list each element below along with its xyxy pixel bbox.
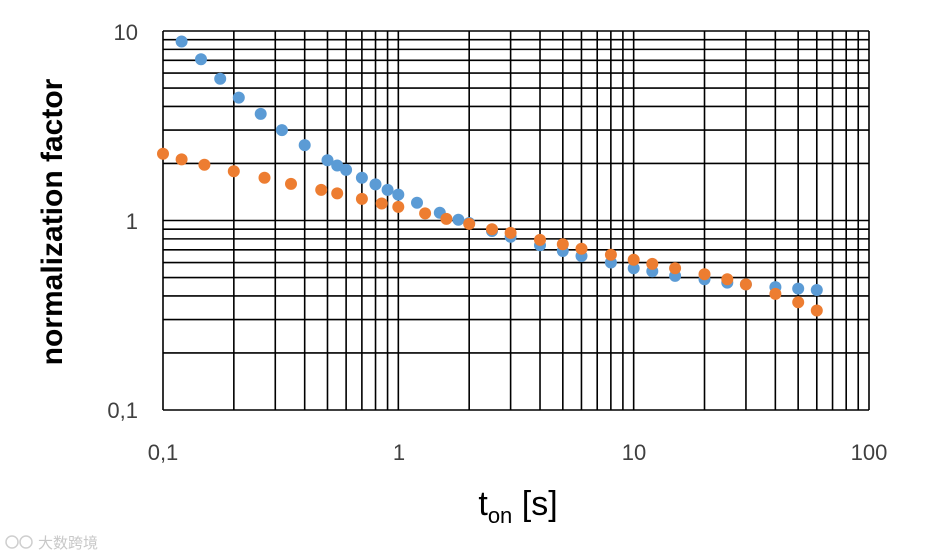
data-point-series-2 [769, 287, 782, 300]
data-point-series-2 [392, 200, 405, 213]
data-point-series-2 [698, 268, 711, 281]
x-axis-title-unit: [s] [512, 485, 557, 523]
data-point-series-1 [214, 72, 227, 85]
x-axis-title-sub: on [488, 503, 512, 528]
grid [162, 30, 870, 411]
data-point-series-2 [646, 257, 659, 270]
data-point-series-2 [440, 212, 453, 225]
data-point-series-2 [669, 262, 682, 275]
data-point-series-2 [534, 233, 546, 246]
data-point-series-2 [792, 296, 805, 309]
series-layer [157, 35, 823, 317]
data-point-series-2 [721, 273, 734, 286]
data-point-series-2 [739, 278, 752, 291]
data-point-series-2 [504, 226, 517, 239]
data-point-series-2 [175, 153, 188, 166]
data-point-series-2 [157, 147, 169, 160]
data-point-series-2 [258, 171, 271, 184]
data-point-series-2 [486, 223, 498, 236]
data-point-series-1 [195, 53, 207, 66]
data-point-series-1 [175, 35, 188, 48]
data-point-series-1 [810, 284, 823, 296]
watermark: 大数跨境 [5, 534, 98, 552]
data-point-series-2 [227, 165, 240, 178]
data-point-series-1 [392, 188, 405, 201]
data-point-series-2 [604, 248, 617, 261]
logo-icon [5, 535, 33, 549]
x-tick-label: 100 [851, 440, 888, 465]
data-point-series-1 [627, 262, 640, 275]
y-axis-title: normalization factor [36, 78, 69, 365]
data-point-series-2 [355, 192, 368, 205]
y-tick-label: 0,1 [107, 398, 138, 423]
data-point-series-1 [792, 282, 805, 295]
x-tick-label: 1 [393, 440, 405, 465]
data-point-series-2 [315, 183, 328, 196]
data-point-series-1 [452, 213, 465, 226]
x-axis-title: ton [s] [478, 485, 557, 528]
data-point-series-1 [254, 107, 267, 120]
x-tick-label: 10 [622, 440, 646, 465]
tick-labels: 10 1 0,1 0,1 1 10 100 [107, 20, 887, 465]
data-point-series-2 [463, 217, 476, 230]
data-point-series-2 [198, 158, 211, 171]
data-point-series-2 [375, 197, 388, 210]
watermark-text: 大数跨境 [38, 534, 98, 552]
y-tick-label: 10 [114, 20, 138, 45]
data-point-series-1 [232, 91, 245, 104]
data-point-series-1 [411, 196, 423, 209]
data-point-series-1 [321, 154, 334, 167]
data-point-series-1 [355, 171, 368, 184]
data-point-series-2 [285, 177, 297, 190]
data-point-series-2 [627, 253, 640, 266]
data-point-series-1 [298, 139, 311, 152]
data-point-series-1 [275, 124, 288, 137]
x-tick-label: 0,1 [148, 440, 179, 465]
data-point-series-2 [810, 304, 823, 317]
x-axis-title-main: t [478, 485, 488, 523]
data-point-series-1 [331, 159, 344, 172]
y-tick-label: 1 [126, 209, 138, 234]
data-point-series-1 [340, 163, 353, 176]
data-point-series-1 [369, 178, 382, 191]
data-point-series-2 [575, 242, 588, 255]
data-point-series-2 [556, 238, 569, 251]
data-point-series-2 [419, 207, 432, 220]
data-point-series-2 [331, 187, 344, 200]
data-point-series-1 [381, 183, 394, 196]
